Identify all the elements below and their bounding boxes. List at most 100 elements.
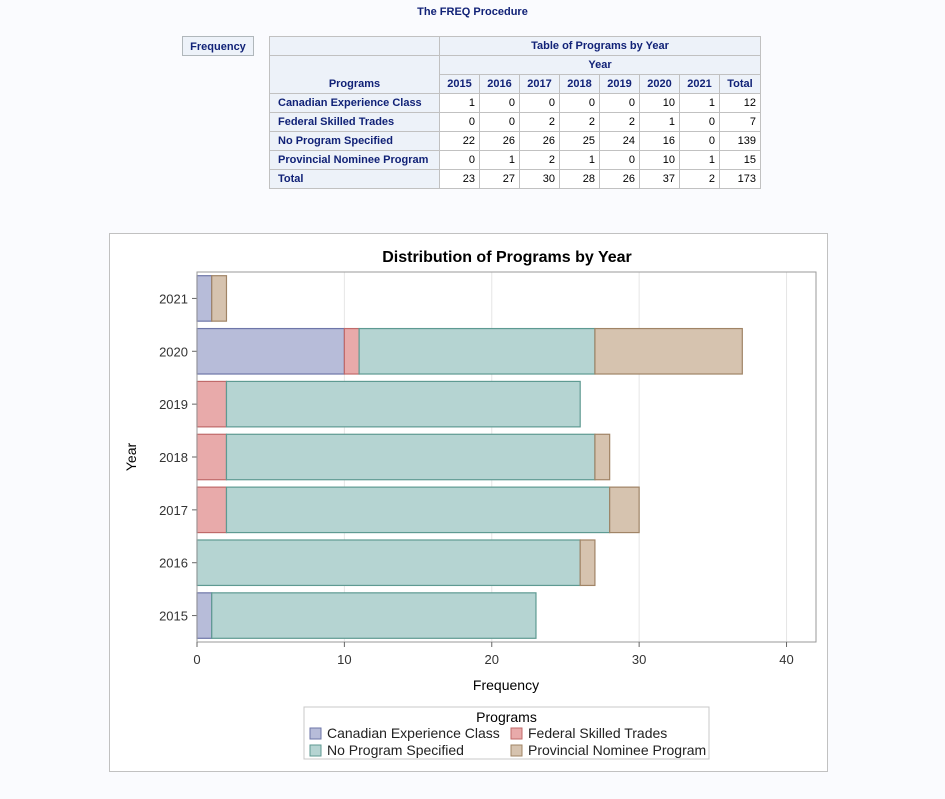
y-tick-label: 2016 [159,556,188,571]
table-cell: 0 [559,93,600,113]
bar-segment [211,592,537,639]
x-tick-label: 0 [193,652,200,667]
legend-item-label: No Program Specified [327,742,464,758]
bar-segment [225,433,596,481]
table-cell: 22 [439,131,480,151]
table-cell: 26 [479,131,520,151]
table-cell: 1 [679,93,720,113]
x-tick-label: 40 [779,652,793,667]
col-header: 2019 [599,74,640,94]
y-tick-label: 2015 [159,609,188,624]
table-cell: 25 [559,131,600,151]
bar-segment [594,327,743,375]
col-header: 2018 [559,74,600,94]
table-cell: 0 [679,112,720,132]
table-row: Canadian Experience Class 1 0 0 0 0 10 1… [269,93,761,113]
table-cell: 0 [599,150,640,170]
table-cell: 2 [679,169,720,189]
table-title: Table of Programs by Year [439,36,761,56]
row-label: Federal Skilled Trades [269,112,440,132]
table-cell: 2 [559,112,600,132]
bar-segment [594,433,611,481]
x-tick-label: 20 [485,652,499,667]
bar-segment [196,486,228,534]
row-label: No Program Specified [269,131,440,151]
table-cell: 1 [679,150,720,170]
y-tick-label: 2021 [159,291,188,306]
legend-item-label: Federal Skilled Trades [528,725,667,741]
bar-segment [196,592,213,639]
bar-segment [358,327,596,375]
table-cell: 10 [639,93,680,113]
col-header: 2021 [679,74,720,94]
legend-swatch [510,727,523,740]
table-cell: 2 [599,112,640,132]
legend-item-label: Canadian Experience Class [327,725,500,741]
chart-frame: Distribution of Programs by Year Year Fr… [109,233,828,772]
table-cell: 30 [519,169,560,189]
bar-segment [225,380,581,428]
bar-segment [196,275,213,322]
table-row: Total 23 27 30 28 26 37 2 173 [269,169,761,189]
x-tick-label: 10 [337,652,351,667]
table-cell: 27 [479,169,520,189]
table-cell: 0 [479,93,520,113]
chart-title: Distribution of Programs by Year [382,249,632,266]
y-tick-label: 2018 [159,450,188,465]
bar-segment [196,327,345,375]
table-cell: 15 [719,150,761,170]
table-cell: 10 [639,150,680,170]
table-cell: 26 [519,131,560,151]
col-header: 2020 [639,74,680,94]
table-cell: 7 [719,112,761,132]
bar-segment [196,539,581,587]
table-cell: 23 [439,169,480,189]
col-header: 2017 [519,74,560,94]
procedure-title: The FREQ Procedure [417,6,528,18]
table-cell: 24 [599,131,640,151]
table-row: Federal Skilled Trades 0 0 2 2 2 1 0 7 [269,112,761,132]
legend-swatch [510,744,523,757]
table-cell: 0 [519,93,560,113]
bar-segment [196,380,228,428]
y-axis-label: Year [123,443,139,472]
crosstab-table: Table of Programs by Year Programs Year … [269,36,761,189]
col-header: 2016 [479,74,520,94]
row-label: Canadian Experience Class [269,93,440,113]
legend-swatch [309,727,322,740]
bar-segment [579,539,596,587]
col-header: Total [719,74,761,94]
table-cell: 2 [519,150,560,170]
table-row: No Program Specified 22 26 26 25 24 16 0… [269,131,761,151]
bar-segment [211,275,228,322]
x-tick-label: 30 [632,652,646,667]
table-cell: 16 [639,131,680,151]
table-row: Provincial Nominee Program 0 1 2 1 0 10 … [269,150,761,170]
frequency-legend-box: Frequency [182,36,254,56]
table-cell: 1 [479,150,520,170]
table-cell: 0 [439,112,480,132]
stacked-bar-chart: Distribution of Programs by Year Year Fr… [123,249,817,760]
bar-segment [196,433,228,481]
table-cell: 37 [639,169,680,189]
legend-item-label: Provincial Nominee Program [528,742,706,758]
legend-title: Programs [476,709,537,725]
row-label: Provincial Nominee Program [269,150,440,170]
table-cell: 1 [639,112,680,132]
table-cell: 1 [439,93,480,113]
bar-segment [225,486,611,534]
table-cell: 12 [719,93,761,113]
bar-segment [343,327,360,375]
col-header: 2015 [439,74,480,94]
table-cell: 139 [719,131,761,151]
row-header: Programs [269,55,440,94]
table-cell: 2 [519,112,560,132]
row-label: Total [269,169,440,189]
table-cell: 26 [599,169,640,189]
table-cell: 173 [719,169,761,189]
table-cell: 0 [439,150,480,170]
table-cell: 0 [599,93,640,113]
x-axis-label: Frequency [473,677,539,693]
col-group-header: Year [439,55,761,75]
y-tick-label: 2017 [159,503,188,518]
